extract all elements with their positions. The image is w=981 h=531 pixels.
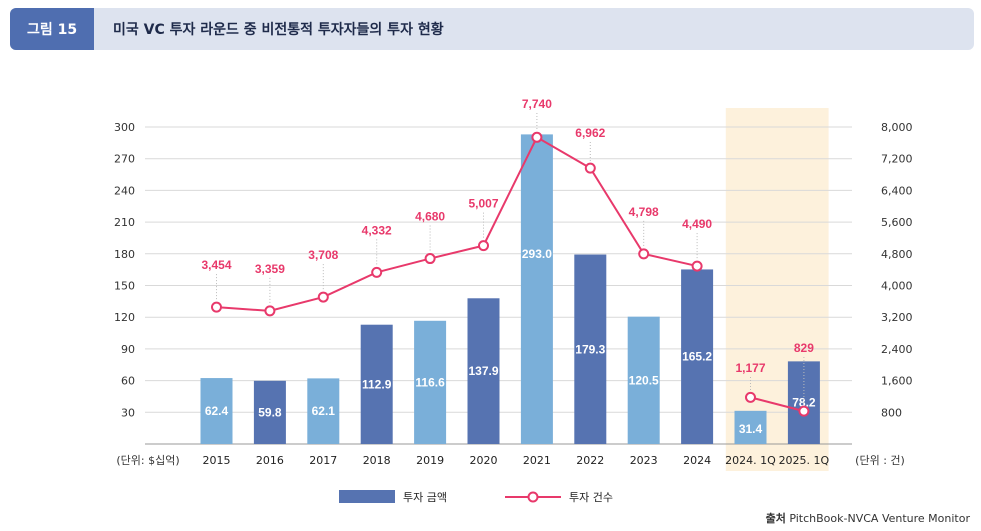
bar-value-label: 116.6: [415, 375, 445, 389]
bar: [520, 134, 553, 444]
count-point: [317, 291, 329, 303]
bar: [467, 298, 500, 444]
x-tick-label: 2023: [630, 454, 658, 467]
bar: [414, 320, 447, 444]
source-text: PitchBook-NVCA Venture Monitor: [789, 512, 970, 525]
right-tick-label: 4,000: [881, 280, 913, 293]
left-tick-label: 30: [121, 406, 135, 419]
bar-value-label: 62.4: [205, 404, 229, 418]
count-value-label: 3,708: [308, 248, 338, 262]
count-value-label: 4,332: [362, 223, 392, 237]
right-tick-label: 1,600: [881, 375, 913, 388]
bar: [627, 316, 660, 444]
right-tick-label: 8,000: [881, 121, 913, 134]
left-tick-label: 150: [114, 280, 135, 293]
x-tick-label: 2015: [203, 454, 231, 467]
bar-value-label: 31.4: [739, 422, 763, 436]
header-bar: [10, 8, 974, 50]
x-tick-label: 2025. 1Q: [779, 454, 830, 467]
bar: [360, 324, 393, 444]
left-tick-label: 120: [114, 311, 135, 324]
count-value-label: 5,007: [468, 197, 498, 211]
bar-value-label: 120.5: [629, 373, 659, 387]
figure-label: 그림 15: [10, 8, 94, 50]
bar: [734, 410, 767, 444]
count-line-quarterly: [750, 396, 805, 413]
count-point: [478, 240, 489, 252]
right-tick-label: 2,400: [881, 343, 913, 356]
right-tick-label: 5,600: [881, 216, 913, 229]
source-note: 출처 PitchBook-NVCA Venture Monitor: [766, 510, 970, 526]
left-tick-label: 60: [121, 375, 135, 388]
count-value-label: 1,177: [735, 361, 765, 375]
left-unit-label: (단위: $십억): [116, 454, 179, 467]
legend-bar-swatch: [339, 490, 395, 503]
legend-bar-label: 투자 금액: [403, 491, 447, 504]
x-tick-label: 2022: [576, 454, 604, 467]
left-tick-label: 270: [114, 153, 135, 166]
count-point: [745, 391, 756, 403]
x-tick-label: 2020: [470, 454, 498, 467]
x-tick-label: 2017: [309, 454, 337, 467]
bar-value-label: 62.1: [312, 404, 336, 418]
right-tick-label: 7,200: [881, 153, 913, 166]
right-tick-label: 800: [881, 406, 902, 419]
source-label: 출처: [765, 512, 786, 525]
count-value-label: 3,454: [201, 258, 231, 272]
count-value-label: 6,962: [575, 126, 605, 140]
count-value-label: 829: [794, 341, 814, 355]
bar: [681, 269, 714, 444]
right-tick-label: 4,800: [881, 248, 913, 261]
count-point: [584, 162, 596, 174]
right-tick-label: 3,200: [881, 311, 913, 324]
x-tick-label: 2024. 1Q: [725, 454, 776, 467]
figure-title: 미국 VC 투자 라운드 중 비전통적 투자자들의 투자 현황: [113, 22, 444, 38]
x-tick-label: 2019: [416, 454, 444, 467]
count-point: [638, 248, 650, 260]
bar-value-label: 179.3: [575, 342, 605, 356]
bar-value-label: 137.9: [468, 364, 498, 378]
count-point: [691, 260, 703, 272]
left-tick-label: 90: [121, 343, 135, 356]
count-point: [371, 266, 383, 278]
count-line: [216, 135, 698, 312]
bar: [307, 378, 340, 444]
legend-line-label: 투자 건수: [569, 491, 613, 504]
left-tick-label: 210: [114, 216, 135, 229]
bar-value-label: 59.8: [258, 405, 282, 419]
bar: [200, 378, 233, 444]
left-tick-label: 180: [114, 248, 135, 261]
bar-value-label: 165.2: [682, 350, 712, 364]
x-tick-label: 2018: [363, 454, 391, 467]
legend-line-marker: [527, 491, 539, 503]
bar: [253, 380, 286, 444]
count-point: [264, 305, 276, 317]
right-tick-label: 6,400: [881, 184, 913, 197]
count-point: [211, 301, 222, 313]
count-point: [798, 405, 810, 417]
count-value-label: 4,490: [682, 217, 712, 231]
left-tick-label: 300: [114, 121, 135, 134]
count-point: [531, 131, 543, 143]
right-unit-label: (단위 : 건): [855, 454, 905, 467]
bar-value-label: 293.0: [522, 247, 552, 261]
bar: [574, 254, 607, 444]
left-tick-label: 240: [114, 184, 135, 197]
count-value-label: 4,798: [629, 205, 659, 219]
count-value-label: 7,740: [522, 97, 552, 111]
x-tick-label: 2024: [683, 454, 711, 467]
count-point: [424, 253, 436, 265]
x-tick-label: 2021: [523, 454, 551, 467]
x-tick-label: 2016: [256, 454, 284, 467]
bar-value-label: 112.9: [362, 377, 392, 391]
count-value-label: 3,359: [255, 262, 285, 276]
count-value-label: 4,680: [415, 210, 445, 224]
